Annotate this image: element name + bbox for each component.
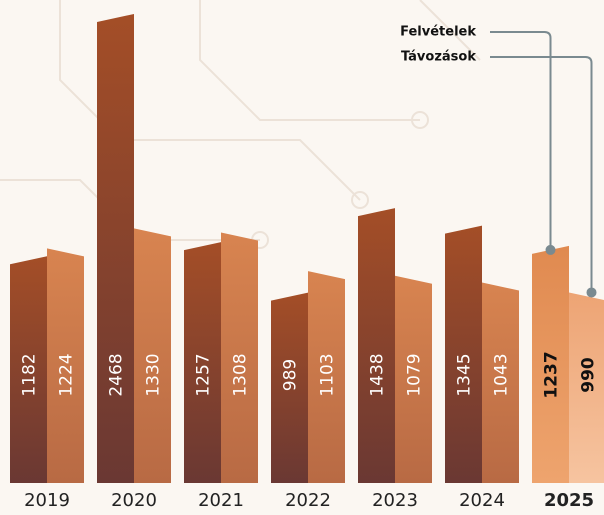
- value-label: 1345: [455, 353, 475, 396]
- bar: [221, 232, 258, 483]
- bar: [569, 292, 604, 483]
- bar: [532, 245, 569, 483]
- leader-dot: [545, 244, 556, 255]
- bar: [134, 228, 171, 483]
- value-label: 1237: [542, 351, 562, 398]
- bar: [184, 242, 221, 483]
- value-label: 1043: [492, 353, 512, 396]
- legend-label: Felvételek: [400, 25, 476, 40]
- leader-dot: [586, 287, 597, 298]
- bar: [10, 256, 47, 483]
- legend-label: Távozások: [401, 50, 476, 65]
- value-label: 1308: [231, 353, 251, 396]
- value-label: 2468: [107, 353, 127, 396]
- x-tick-label: 2023: [372, 490, 418, 511]
- x-tick-label: 2021: [198, 490, 244, 511]
- leader-line: [490, 31, 552, 250]
- bar: [308, 271, 345, 483]
- value-label: 1103: [318, 353, 338, 396]
- bar: [445, 225, 482, 483]
- x-tick-label: 2022: [285, 490, 331, 511]
- x-tick-label: 2019: [24, 490, 70, 511]
- x-tick-label: 2025: [544, 490, 594, 511]
- bar: [482, 282, 519, 483]
- x-tick-label: 2024: [459, 490, 505, 511]
- value-label: 1182: [20, 353, 40, 396]
- value-label: 1079: [405, 353, 425, 396]
- value-label: 1330: [144, 353, 164, 396]
- bar: [97, 14, 134, 483]
- value-label: 989: [281, 359, 301, 391]
- bar: [395, 275, 432, 483]
- leader-line: [490, 56, 593, 293]
- bar: [47, 248, 84, 483]
- value-label: 990: [579, 357, 599, 393]
- value-label: 1224: [57, 353, 77, 396]
- value-label: 1257: [194, 353, 214, 396]
- bar: [358, 208, 395, 483]
- bar: [271, 292, 308, 483]
- x-tick-label: 2020: [111, 490, 157, 511]
- value-label: 1438: [368, 353, 388, 396]
